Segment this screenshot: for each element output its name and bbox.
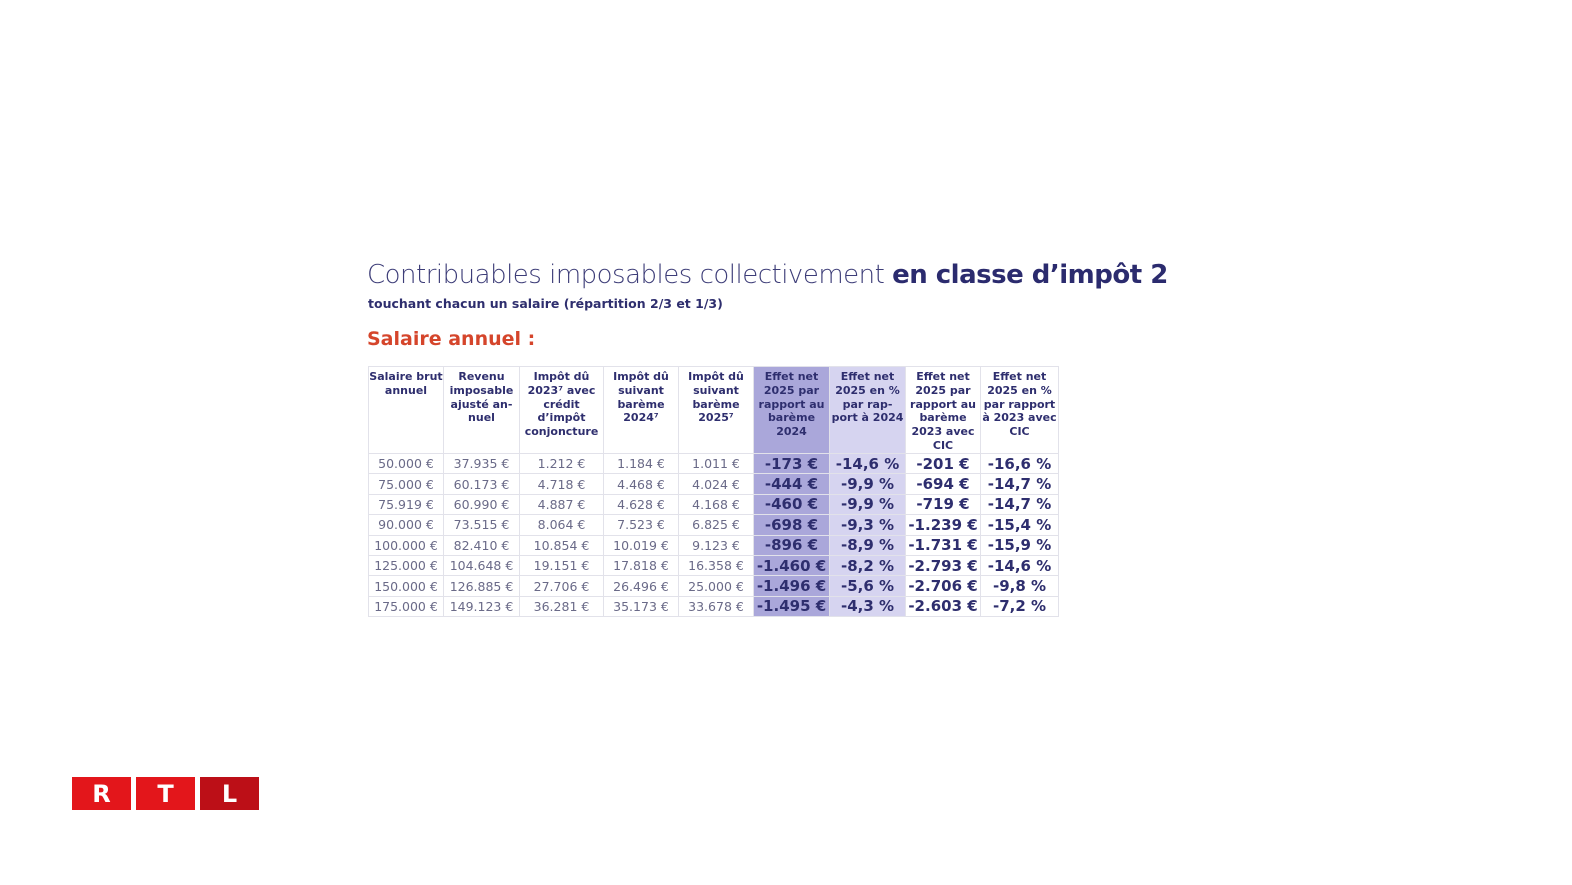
table-cell: 7.523 € (603, 514, 679, 536)
table-cell: 17.818 € (603, 554, 679, 577)
table-cell: -444 € (753, 473, 830, 495)
table-cell: 60.990 € (443, 493, 520, 516)
column-header: Revenu imposable ajusté an-nuel (443, 366, 520, 454)
rtl-logo: R T L (72, 777, 259, 810)
table-row: 75.919 €60.990 €4.887 €4.628 €4.168 € -46… (368, 493, 1059, 516)
table-cell: -15,4 % (980, 514, 1059, 536)
table-cell: -2.706 € (905, 575, 981, 597)
column-header: Effet net 2025 en % par rap-port à 2024 (829, 366, 906, 454)
table-cell: 75.000 € (368, 473, 444, 495)
table-cell: -8,2 % (829, 554, 906, 577)
table-cell: 1.184 € (603, 452, 679, 475)
table-cell: -173 € (753, 452, 830, 475)
table-cell: -694 € (905, 473, 981, 495)
logo-letter: R (72, 777, 131, 810)
table-cell: -9,9 % (829, 473, 906, 495)
table-cell: 82.410 € (443, 534, 520, 556)
table-cell: -896 € (753, 534, 830, 556)
table-cell: 37.935 € (443, 452, 520, 475)
table-cell: 1.212 € (519, 452, 604, 475)
table-cell: -1.731 € (905, 534, 981, 556)
column-header: Impôt dû 2023⁷ avec crédit d’impôt conjo… (519, 366, 604, 454)
table-cell: 149.123 € (443, 595, 520, 618)
table-cell: -460 € (753, 493, 830, 516)
table-cell: 4.628 € (603, 493, 679, 516)
table-cell: -7,2 % (980, 595, 1059, 618)
column-header: Impôt dû suivant barème 2025⁷ (678, 366, 754, 454)
table-cell: 26.496 € (603, 575, 679, 597)
table-cell: 4.024 € (678, 473, 754, 495)
table-cell: 4.887 € (519, 493, 604, 516)
table-cell: 25.000 € (678, 575, 754, 597)
table-cell: -698 € (753, 514, 830, 536)
table-cell: -9,9 % (829, 493, 906, 516)
table-cell: -2.793 € (905, 554, 981, 577)
page-title: Contribuables imposables collectivement … (367, 260, 1168, 290)
table-cell: 60.173 € (443, 473, 520, 495)
table-cell: 9.123 € (678, 534, 754, 556)
subtitle: touchant chacun un salaire (répartition … (368, 296, 723, 311)
table-cell: -16,6 % (980, 452, 1059, 475)
table-cell: -14,7 % (980, 473, 1059, 495)
table-cell: 27.706 € (519, 575, 604, 597)
table-cell: 126.885 € (443, 575, 520, 597)
table-cell: -201 € (905, 452, 981, 475)
table-row: 175.000 €149.123 €36.281 €35.173 €33.678… (368, 595, 1059, 618)
table-cell: -1.239 € (905, 514, 981, 536)
table-row: 125.000 €104.648 €19.151 €17.818 €16.358… (368, 554, 1059, 577)
table-row: 75.000 €60.173 €4.718 €4.468 €4.024 € -44… (368, 473, 1059, 495)
table-cell: 75.919 € (368, 493, 444, 516)
table-cell: 6.825 € (678, 514, 754, 536)
table-cell: 10.019 € (603, 534, 679, 556)
column-header: Salaire brut annuel (368, 366, 444, 454)
logo-letter: T (136, 777, 195, 810)
table-cell: -2.603 € (905, 595, 981, 618)
column-header: Effet net 2025 par rapport au barème 202… (905, 366, 981, 454)
table-cell: 4.718 € (519, 473, 604, 495)
table-cell: -9,8 % (980, 575, 1059, 597)
column-header: Effet net 2025 par rapport au barème 202… (753, 366, 830, 454)
table-cell: -5,6 % (829, 575, 906, 597)
table-cell: -8,9 % (829, 534, 906, 556)
table-cell: 36.281 € (519, 595, 604, 618)
table-cell: 73.515 € (443, 514, 520, 536)
table-cell: 1.011 € (678, 452, 754, 475)
table-cell: -14,7 % (980, 493, 1059, 516)
table-cell: -1.460 € (753, 554, 830, 577)
table-cell: 10.854 € (519, 534, 604, 556)
table-cell: -14,6 % (829, 452, 906, 475)
table-cell: 104.648 € (443, 554, 520, 577)
table-cell: 150.000 € (368, 575, 444, 597)
table-row: 50.000 €37.935 €1.212 €1.184 €1.011 € -17… (368, 452, 1059, 475)
logo-letter: L (200, 777, 259, 810)
table-cell: 175.000 € (368, 595, 444, 618)
section-heading: Salaire annuel : (367, 328, 536, 350)
column-header: Effet net 2025 en % par rapport à 2023 a… (980, 366, 1059, 454)
table-cell: -9,3 % (829, 514, 906, 536)
title-light: Contribuables imposables collectivement (367, 260, 893, 290)
table-cell: 4.468 € (603, 473, 679, 495)
table-cell: 33.678 € (678, 595, 754, 618)
table-cell: 35.173 € (603, 595, 679, 618)
table-cell: 90.000 € (368, 514, 444, 536)
tax-table: Salaire brut annuel Revenu imposable ajus… (368, 366, 1059, 618)
table-cell: -4,3 % (829, 595, 906, 618)
table-cell: 4.168 € (678, 493, 754, 516)
table-cell: 19.151 € (519, 554, 604, 577)
table-cell: -14,6 % (980, 554, 1059, 577)
title-bold: en classe d’impôt 2 (892, 260, 1168, 290)
table-cell: 8.064 € (519, 514, 604, 536)
column-header: Impôt dû suivant barème 2024⁷ (603, 366, 679, 454)
table-cell: 16.358 € (678, 554, 754, 577)
table-cell: -1.495 € (753, 595, 830, 618)
table-cell: 50.000 € (368, 452, 444, 475)
table-cell: 125.000 € (368, 554, 444, 577)
table-cell: -719 € (905, 493, 981, 516)
table-row: 100.000 €82.410 €10.854 €10.019 €9.123 €… (368, 534, 1059, 556)
table-cell: -1.496 € (753, 575, 830, 597)
table-row: 150.000 €126.885 €27.706 €26.496 €25.000… (368, 575, 1059, 597)
table-cell: 100.000 € (368, 534, 444, 556)
table-cell: -15,9 % (980, 534, 1059, 556)
table-row: 90.000 €73.515 €8.064 €7.523 €6.825 € -69… (368, 514, 1059, 536)
